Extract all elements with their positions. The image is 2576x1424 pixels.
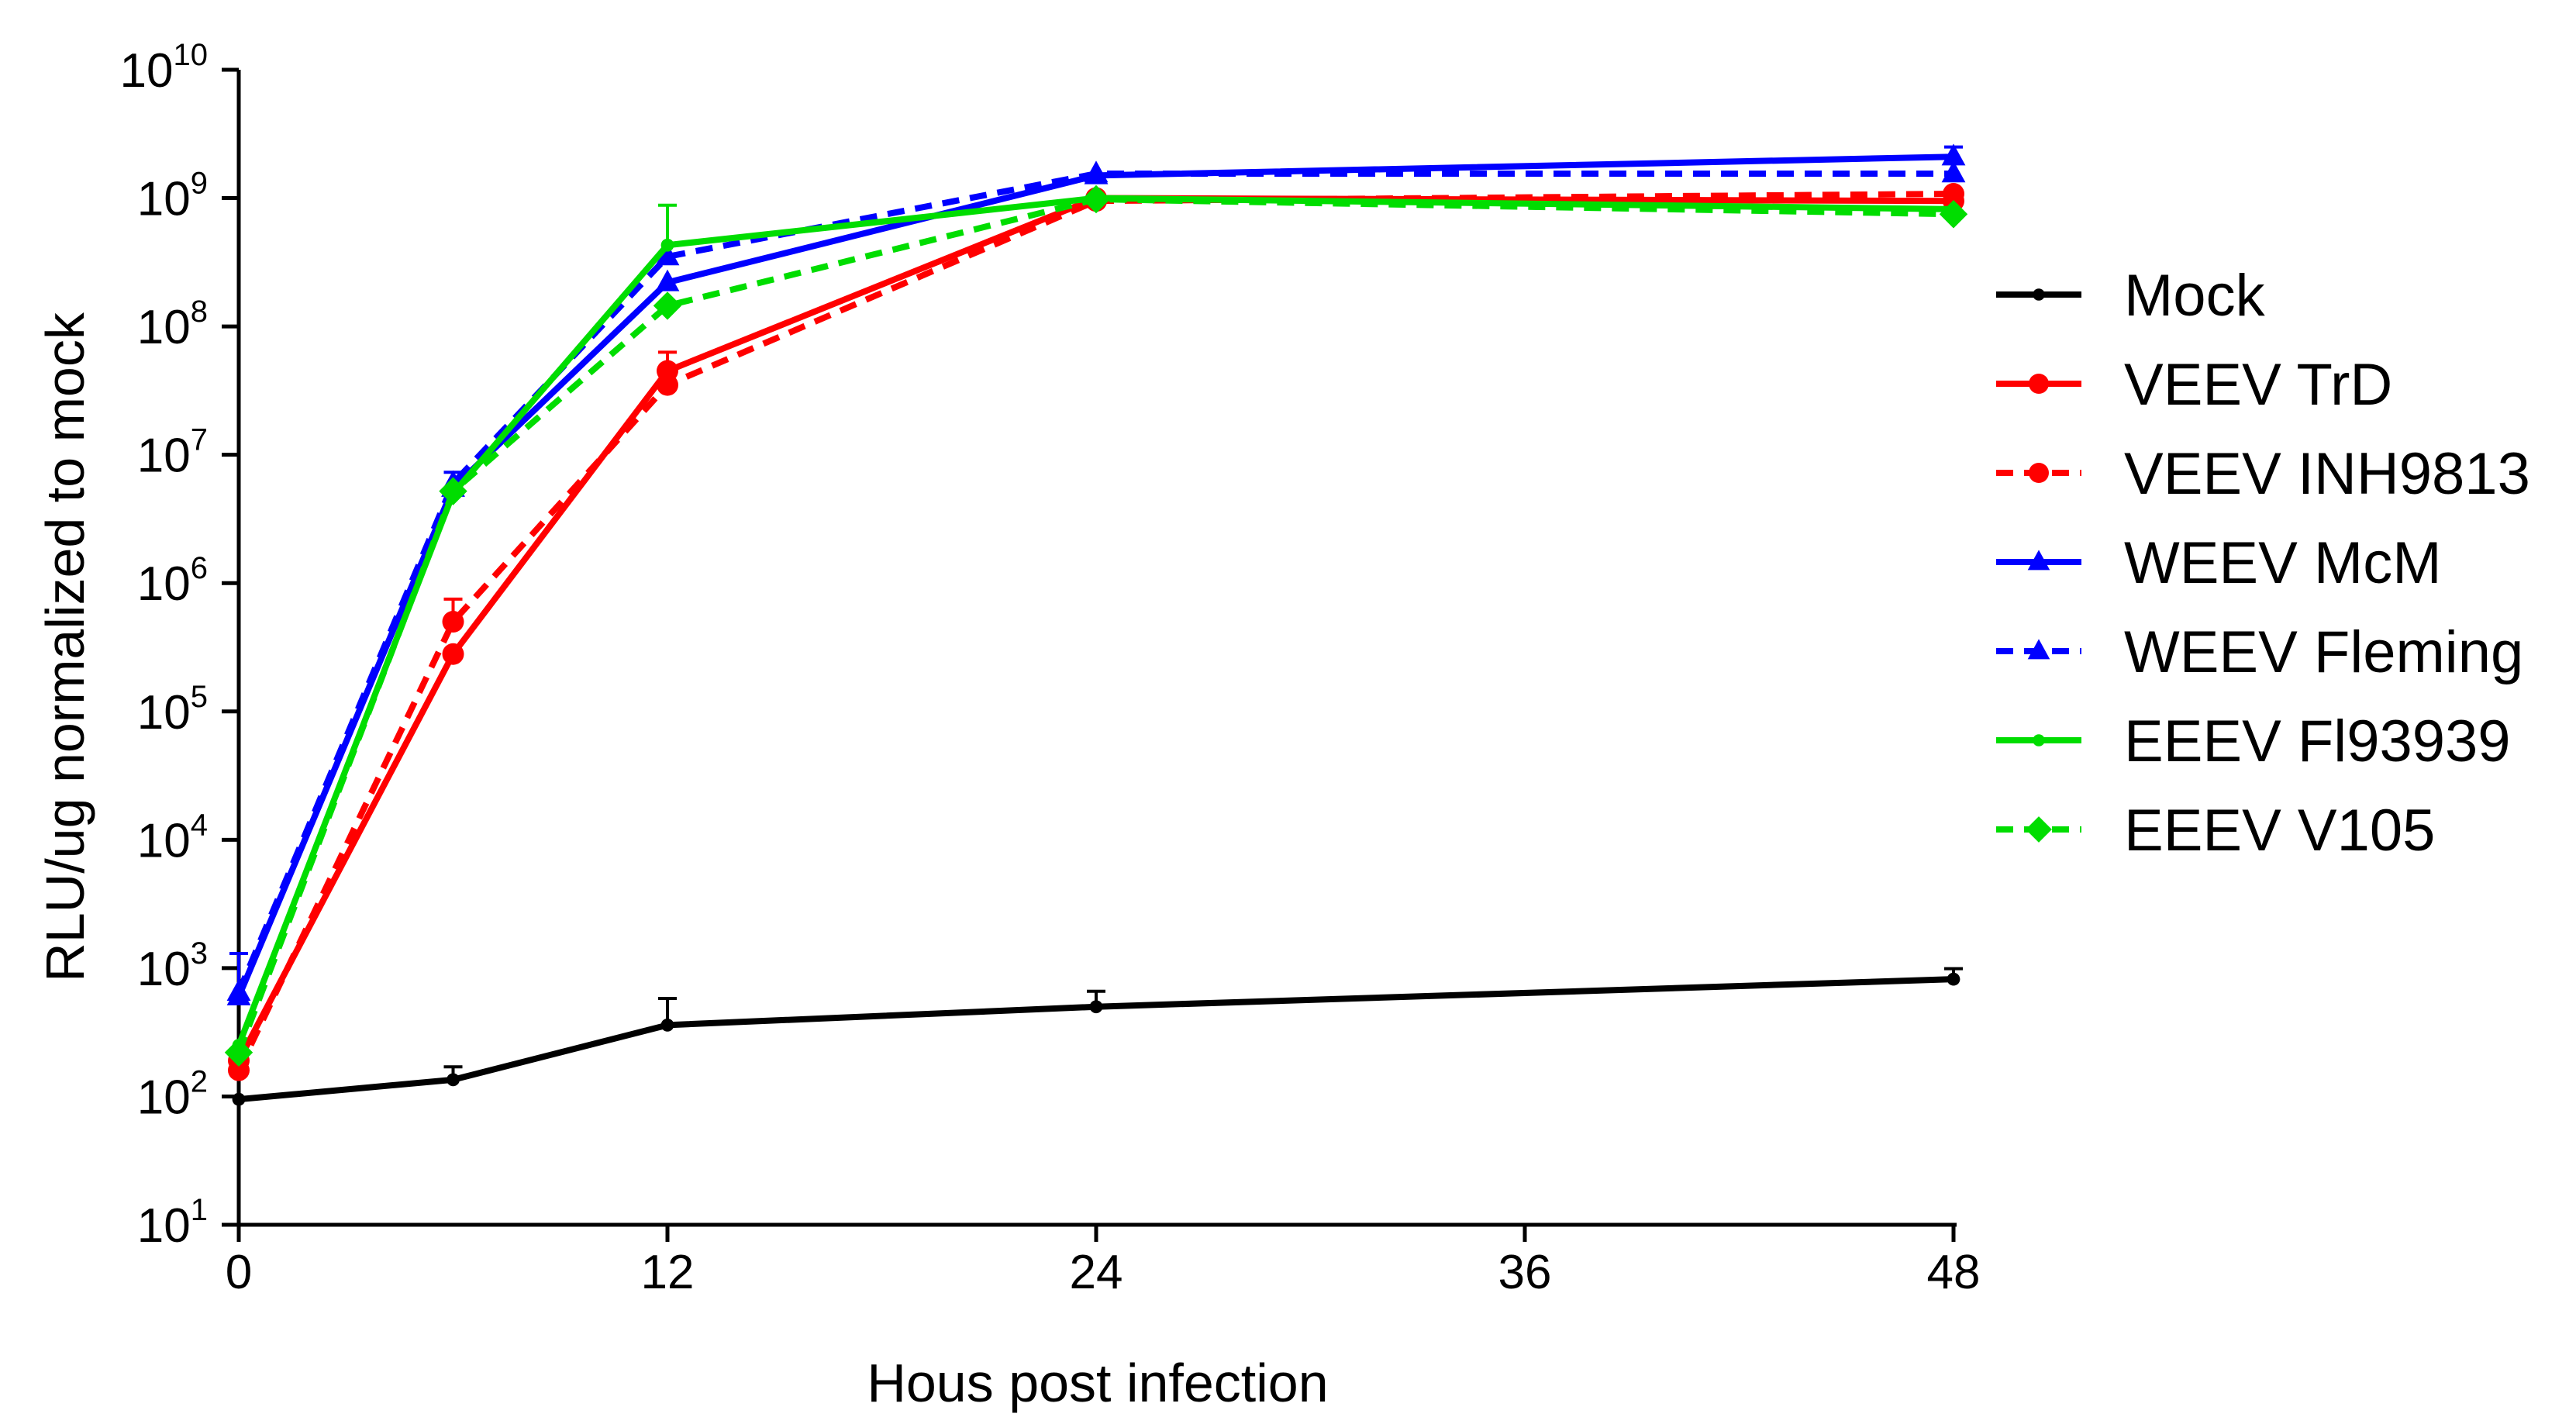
y-tick-exponent: 1: [191, 1193, 208, 1227]
data-point: [1089, 1000, 1103, 1014]
x-axis-title: Hous post infection: [867, 1353, 1328, 1413]
series-line: [236, 195, 1954, 1063]
series-eeev-fl93939: [232, 191, 1960, 1052]
data-point: [657, 374, 678, 396]
y-tick-exponent: 10: [174, 38, 209, 72]
y-tick-label: 103: [137, 936, 208, 996]
y-tick-base: 10: [137, 943, 191, 996]
y-tick-base: 10: [137, 173, 191, 226]
y-tick-base: 10: [137, 1199, 191, 1253]
x-tick-label: 36: [1498, 1246, 1552, 1299]
series-layer: [224, 143, 1968, 1106]
data-point: [1939, 200, 1968, 229]
y-tick-exponent: 6: [191, 551, 208, 585]
y-tick-exponent: 8: [191, 295, 208, 329]
data-point: [442, 643, 464, 665]
data-point: [653, 291, 682, 320]
y-tick-exponent: 3: [191, 936, 208, 971]
legend-label: EEEV Fl93939: [2124, 709, 2511, 774]
y-tick-label: 108: [137, 295, 208, 354]
data-point: [660, 1018, 674, 1032]
legend-item-veev-inh9813[interactable]: VEEV INH9813: [1996, 441, 2530, 507]
y-tick-label: 105: [137, 680, 208, 740]
y-tick-label: 106: [137, 551, 208, 611]
y-tick-base: 10: [137, 814, 191, 867]
data-point: [2027, 639, 2050, 660]
series-weev-mcm: [226, 143, 1966, 1005]
legend-item-veev-trd[interactable]: VEEV TrD: [1996, 352, 2392, 418]
legend-label: EEEV V105: [2124, 798, 2435, 864]
data-point: [228, 1059, 250, 1081]
x-tick-label: 24: [1070, 1246, 1123, 1299]
data-point: [660, 238, 674, 252]
data-point: [655, 269, 680, 291]
series-veev-inh9813: [228, 183, 1964, 1081]
axes: [236, 70, 1957, 1227]
legend[interactable]: Mock VEEV TrD VEEV INH9813 WEEV McM WEEV Fle…: [1996, 263, 2530, 864]
y-tick-label: 104: [137, 808, 208, 867]
x-ticks: 0 12 24 36 48: [226, 1225, 1981, 1299]
y-tick-base: 10: [137, 557, 191, 611]
data-point: [442, 611, 464, 633]
series-veev-trd: [228, 187, 1964, 1072]
legend-item-eeev-v105[interactable]: EEEV V105: [1996, 798, 2435, 864]
series-mock: [232, 967, 1963, 1106]
legend-item-eeev-fl93939[interactable]: EEEV Fl93939: [1996, 709, 2511, 774]
data-point: [2033, 288, 2045, 301]
data-point: [1084, 160, 1109, 183]
y-tick-exponent: 9: [191, 167, 208, 201]
y-tick-label: 102: [137, 1064, 208, 1124]
data-point: [2033, 734, 2045, 746]
legend-label: VEEV INH9813: [2124, 441, 2530, 507]
data-point: [224, 1038, 253, 1067]
y-tick-base: 10: [137, 686, 191, 740]
legend-item-weev-fleming[interactable]: WEEV Fleming: [1996, 619, 2523, 685]
legend-label: Mock: [2124, 263, 2266, 329]
legend-item-weev-mcm[interactable]: WEEV McM: [1996, 530, 2442, 596]
y-tick-label: 1010: [120, 38, 208, 98]
series-eeev-v105: [224, 184, 1968, 1067]
data-point: [1081, 184, 1111, 214]
y-tick-exponent: 7: [191, 423, 208, 457]
x-tick-label: 48: [1927, 1246, 1981, 1299]
data-point: [1941, 143, 1966, 166]
data-point: [232, 1092, 246, 1106]
y-tick-base: 10: [120, 44, 174, 98]
x-tick-label: 0: [226, 1246, 252, 1299]
y-tick-exponent: 5: [191, 680, 208, 714]
y-tick-label: 107: [137, 423, 208, 483]
data-point: [226, 979, 251, 1002]
y-tick-base: 10: [137, 1071, 191, 1124]
data-point: [439, 477, 467, 505]
data-point: [655, 243, 680, 266]
series-line: [236, 195, 1954, 1047]
series-line: [236, 196, 1954, 1054]
y-tick-base: 10: [137, 301, 191, 354]
data-point: [2026, 816, 2052, 843]
series-line: [236, 191, 1954, 1072]
series-weev-fleming: [226, 160, 1966, 1002]
y-axis-title: RLU/ug normalized to mock: [35, 312, 95, 982]
data-point: [1947, 972, 1960, 986]
legend-item-mock[interactable]: Mock: [1996, 263, 2266, 329]
data-point: [2027, 550, 2050, 571]
y-tick-label: 101: [137, 1193, 208, 1253]
data-point: [2029, 374, 2049, 394]
legend-label: VEEV TrD: [2124, 352, 2392, 418]
legend-label: WEEV McM: [2124, 530, 2442, 596]
legend-label: WEEV Fleming: [2124, 619, 2523, 685]
y-tick-exponent: 4: [191, 808, 208, 842]
data-point: [2029, 463, 2049, 483]
y-tick-exponent: 2: [191, 1064, 208, 1098]
x-tick-label: 12: [641, 1246, 695, 1299]
data-point: [447, 1073, 460, 1087]
y-tick-base: 10: [137, 429, 191, 483]
series-line: [236, 171, 1954, 994]
data-point: [1941, 160, 1966, 183]
y-tick-label: 109: [137, 167, 208, 226]
data-point: [1943, 183, 1964, 205]
